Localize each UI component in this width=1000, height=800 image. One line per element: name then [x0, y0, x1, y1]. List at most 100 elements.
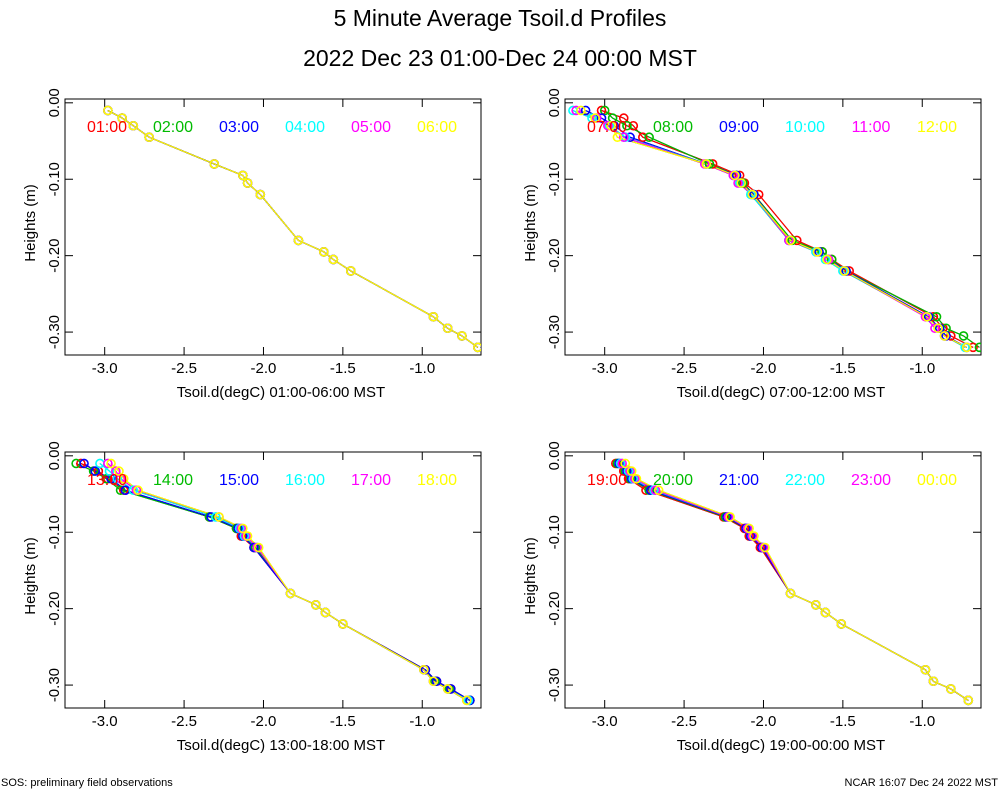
- series-line: [107, 110, 479, 348]
- data-point: [609, 120, 620, 131]
- y-tick-label: 0.00: [546, 441, 563, 470]
- data-point: [128, 485, 139, 496]
- data-point: [249, 542, 259, 553]
- legend-entry: 02:00: [153, 119, 193, 136]
- data-point: [625, 132, 635, 143]
- data-point: [785, 235, 796, 246]
- legend-entry: 23:00: [851, 472, 891, 489]
- data-point: [114, 466, 124, 476]
- y-tick-label: -0.10: [546, 515, 563, 549]
- series-line-color: [604, 110, 980, 348]
- series-line-color: [575, 109, 967, 348]
- y-tick-label: -0.30: [546, 668, 563, 702]
- x-tick-label: -1.5: [830, 713, 856, 730]
- series-group: [568, 105, 981, 353]
- data-point: [117, 113, 127, 123]
- data-point: [826, 254, 837, 265]
- x-tick-label: -2.0: [751, 360, 777, 377]
- data-point: [428, 311, 439, 322]
- series-line: [580, 110, 967, 348]
- chart-subtitle: 2022 Dec 23 01:00-Dec 24 00:00 MST: [303, 45, 697, 71]
- x-tick-label: -1.5: [330, 713, 356, 730]
- plot-frame: [64, 98, 482, 356]
- data-point: [974, 342, 981, 353]
- data-point: [617, 458, 627, 469]
- data-point: [253, 542, 264, 553]
- data-point: [930, 323, 940, 334]
- data-point: [733, 178, 743, 188]
- data-point: [442, 323, 453, 334]
- data-point: [346, 266, 356, 276]
- data-point: [920, 664, 931, 675]
- data-point: [618, 132, 629, 143]
- data-point: [961, 342, 972, 353]
- plot-frame: [564, 98, 982, 356]
- data-point: [133, 485, 143, 496]
- series-line: [75, 463, 471, 701]
- data-point: [946, 684, 956, 694]
- legend-entry: 01:00: [87, 119, 127, 136]
- legend-entry: 22:00: [785, 472, 825, 489]
- series-line-color: [107, 109, 479, 348]
- data-point: [214, 512, 224, 522]
- legend-entry: 05:00: [351, 119, 391, 136]
- data-point: [653, 485, 664, 496]
- data-point: [631, 473, 642, 484]
- y-tick-label: -0.30: [46, 315, 63, 349]
- data-point: [622, 120, 632, 131]
- y-tick-label: 0.00: [46, 441, 63, 470]
- data-point: [736, 178, 747, 188]
- data-point: [76, 458, 86, 469]
- series-line-color: [624, 463, 969, 701]
- data-point: [946, 331, 956, 341]
- data-point: [744, 523, 754, 534]
- data-point: [461, 695, 472, 706]
- series-group: [611, 458, 974, 706]
- data-point: [118, 473, 129, 484]
- y-axis-label: Heights (m): [522, 537, 539, 615]
- legend-entry: 11:00: [852, 119, 891, 136]
- x-tick-label: -1.0: [409, 713, 435, 730]
- x-axis-label: Tsoil.d(degC) 07:00-12:00 MST: [677, 384, 885, 401]
- series-group: [103, 105, 481, 353]
- y-axis-label: Heights (m): [22, 537, 39, 615]
- series-line-color: [83, 463, 471, 701]
- legend-entry: 18:00: [417, 472, 457, 489]
- data-point: [580, 105, 591, 116]
- data-point: [760, 542, 770, 553]
- footer-timestamp: NCAR 16:07 Dec 24 2022 MST: [844, 777, 998, 789]
- x-tick-label: -2.0: [751, 713, 777, 730]
- data-point: [319, 247, 329, 257]
- data-point: [836, 619, 847, 629]
- data-point: [338, 619, 348, 629]
- x-tick-label: -1.0: [409, 360, 435, 377]
- data-point: [638, 132, 648, 143]
- x-tick-label: -2.0: [251, 360, 277, 377]
- data-point: [817, 247, 828, 257]
- legend-entry: 00:00: [917, 472, 957, 489]
- data-point: [242, 531, 253, 541]
- data-point: [811, 600, 821, 610]
- y-tick-label: -0.10: [46, 162, 63, 196]
- x-axis-label: Tsoil.d(degC) 19:00-00:00 MST: [677, 737, 885, 754]
- data-point: [596, 113, 607, 123]
- data-point: [211, 512, 221, 522]
- data-point: [612, 132, 623, 143]
- legend-entry: 12:00: [917, 119, 957, 136]
- data-point: [650, 485, 661, 496]
- data-point: [963, 695, 974, 706]
- legend-entry: 08:00: [653, 119, 693, 136]
- x-tick-label: -2.5: [171, 360, 197, 377]
- data-point: [839, 266, 850, 276]
- data-point: [128, 120, 139, 131]
- series-group: [71, 458, 475, 706]
- data-point: [144, 132, 154, 143]
- data-point: [704, 159, 715, 169]
- series-line: [107, 110, 479, 348]
- data-point: [939, 331, 950, 341]
- legend-entry: 16:00: [285, 472, 325, 489]
- y-axis-label: Heights (m): [22, 184, 39, 262]
- legend-entry: 21:00: [719, 472, 759, 489]
- series-line-color: [110, 463, 468, 701]
- legend-entry: 07:00: [587, 119, 627, 136]
